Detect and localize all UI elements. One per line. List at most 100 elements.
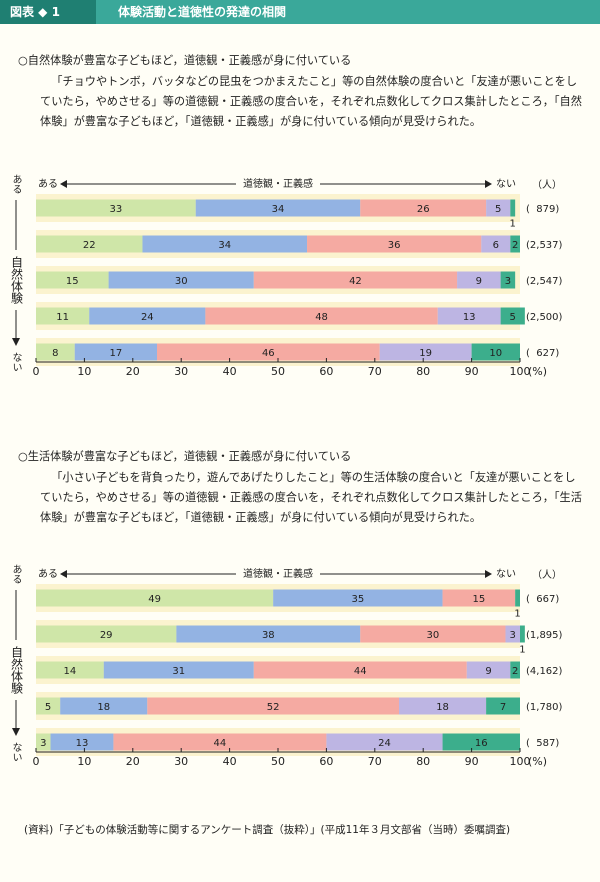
row-axis-label: 自然体験 — [10, 256, 24, 305]
row-axis-label: 自然体験 — [10, 646, 24, 695]
bar-segment — [36, 235, 143, 253]
value-label: 52 — [267, 702, 280, 713]
scale-label-bg — [236, 567, 320, 581]
bar-segment — [437, 307, 501, 325]
value-label: 49 — [148, 594, 161, 605]
x-tick-label: 70 — [368, 365, 382, 378]
bar-segment — [360, 199, 487, 217]
bar-segment — [36, 661, 104, 679]
row-axis-label-bg — [8, 250, 24, 310]
value-label: 29 — [100, 630, 113, 641]
value-label: 16 — [475, 738, 488, 749]
bar-segment — [273, 589, 443, 607]
value-label: 13 — [463, 312, 476, 323]
bar-segment — [36, 625, 177, 643]
bar-segment — [36, 199, 196, 217]
value-label: 5 — [495, 204, 501, 215]
bar-segment — [515, 589, 520, 607]
x-tick-label: 20 — [126, 755, 140, 768]
x-tick-label: 60 — [319, 365, 333, 378]
section-title: ○生活体験が豊富な子どもほど，道徳観・正義感が身に付いている — [18, 450, 352, 463]
x-tick-label: 80 — [416, 365, 430, 378]
bar-segment — [113, 733, 327, 751]
value-label: 30 — [427, 630, 440, 641]
row-axis-end: ない — [10, 742, 21, 762]
x-tick-label: 10 — [77, 755, 91, 768]
value-label: 15 — [472, 594, 485, 605]
bar-segment — [142, 235, 308, 253]
value-label: 9 — [485, 666, 491, 677]
value-label: 11 — [56, 312, 69, 323]
row-axis-start: ある — [10, 174, 21, 194]
category-label: ( 587) — [526, 738, 559, 749]
bar-segment — [157, 343, 380, 361]
row-axis-end: ない — [10, 352, 21, 372]
scale-end: ない — [496, 568, 516, 580]
header-title: 体験活動と道徳性の発達の相関 — [118, 5, 287, 19]
bar-segment — [103, 661, 254, 679]
bar-segment — [36, 733, 51, 751]
bar-segment — [36, 307, 90, 325]
value-label: 5 — [510, 312, 516, 323]
bar-segment — [176, 625, 361, 643]
x-tick-label: 80 — [416, 755, 430, 768]
value-label: 31 — [172, 666, 185, 677]
bar-segment — [379, 343, 472, 361]
value-label: 17 — [109, 348, 122, 359]
bar-segment — [36, 343, 75, 361]
value-label: 3 — [505, 276, 511, 287]
x-tick-label: 50 — [271, 365, 285, 378]
value-label: 14 — [64, 666, 77, 677]
scale-label-bg — [236, 177, 320, 191]
x-tick-label: 20 — [126, 365, 140, 378]
value-label: 2 — [512, 666, 518, 677]
value-label: 5 — [45, 702, 51, 713]
bar-segment — [486, 199, 511, 217]
value-label: 1 — [510, 219, 516, 230]
header: 図表 ◆ 1 体験活動と道徳性の発達の相関 — [0, 0, 600, 24]
x-tick-label: 50 — [271, 755, 285, 768]
bar-segment — [36, 271, 109, 289]
arrow-head — [12, 728, 20, 736]
section-title: ○自然体験が豊富な子どもほど，道徳観・正義感が身に付いている — [18, 54, 352, 67]
x-unit: (%) — [528, 755, 547, 768]
value-label: 24 — [378, 738, 391, 749]
bar-segment — [195, 199, 361, 217]
value-label: 15 — [66, 276, 79, 287]
scale-end: ない — [496, 178, 516, 190]
value-label: 24 — [141, 312, 154, 323]
bar-segment — [510, 661, 520, 679]
category-label: (2,537) — [526, 240, 563, 251]
bar-segment — [442, 733, 520, 751]
value-label: 19 — [419, 348, 432, 359]
value-label: 35 — [351, 594, 364, 605]
x-tick-label: 40 — [223, 365, 237, 378]
scale-start: ある — [38, 178, 58, 190]
value-label: 3 — [40, 738, 46, 749]
value-label: 34 — [272, 204, 285, 215]
x-tick-label: 0 — [33, 755, 40, 768]
value-label: 13 — [76, 738, 89, 749]
bar-segment — [471, 343, 520, 361]
value-label: 1 — [519, 645, 525, 656]
arrow-head — [12, 338, 20, 346]
category-label: (1,780) — [526, 702, 563, 713]
bar-segment — [486, 697, 520, 715]
bar-segment — [60, 697, 148, 715]
value-label: 44 — [354, 666, 367, 677]
category-label: (4,162) — [526, 666, 563, 677]
value-label: 18 — [97, 702, 110, 713]
source: (資料)「子どもの体験活動等に関するアンケート調査（抜粋）」(平成11年３月文部… — [24, 824, 511, 836]
bar-segment — [510, 199, 516, 217]
x-tick-label: 90 — [465, 365, 479, 378]
bar-segment — [481, 235, 511, 253]
x-tick-label: 60 — [319, 755, 333, 768]
bar-segment — [89, 307, 206, 325]
value-label: 3 — [510, 630, 516, 641]
header-label: 図表 ◆ 1 — [0, 0, 96, 24]
row-axis-start: ある — [10, 564, 21, 584]
category-label: (2,500) — [526, 312, 563, 323]
